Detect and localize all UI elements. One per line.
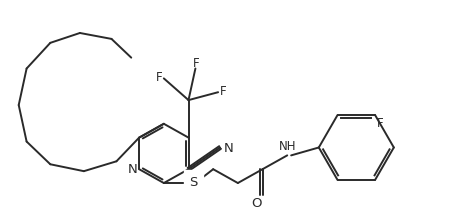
Text: F: F	[220, 85, 227, 98]
Text: F: F	[193, 57, 200, 70]
Text: S: S	[189, 176, 198, 189]
Text: N: N	[128, 163, 137, 176]
Text: F: F	[156, 71, 163, 84]
Text: NH: NH	[278, 140, 296, 153]
Text: F: F	[377, 117, 384, 130]
Text: N: N	[224, 142, 234, 155]
Text: O: O	[251, 197, 262, 210]
